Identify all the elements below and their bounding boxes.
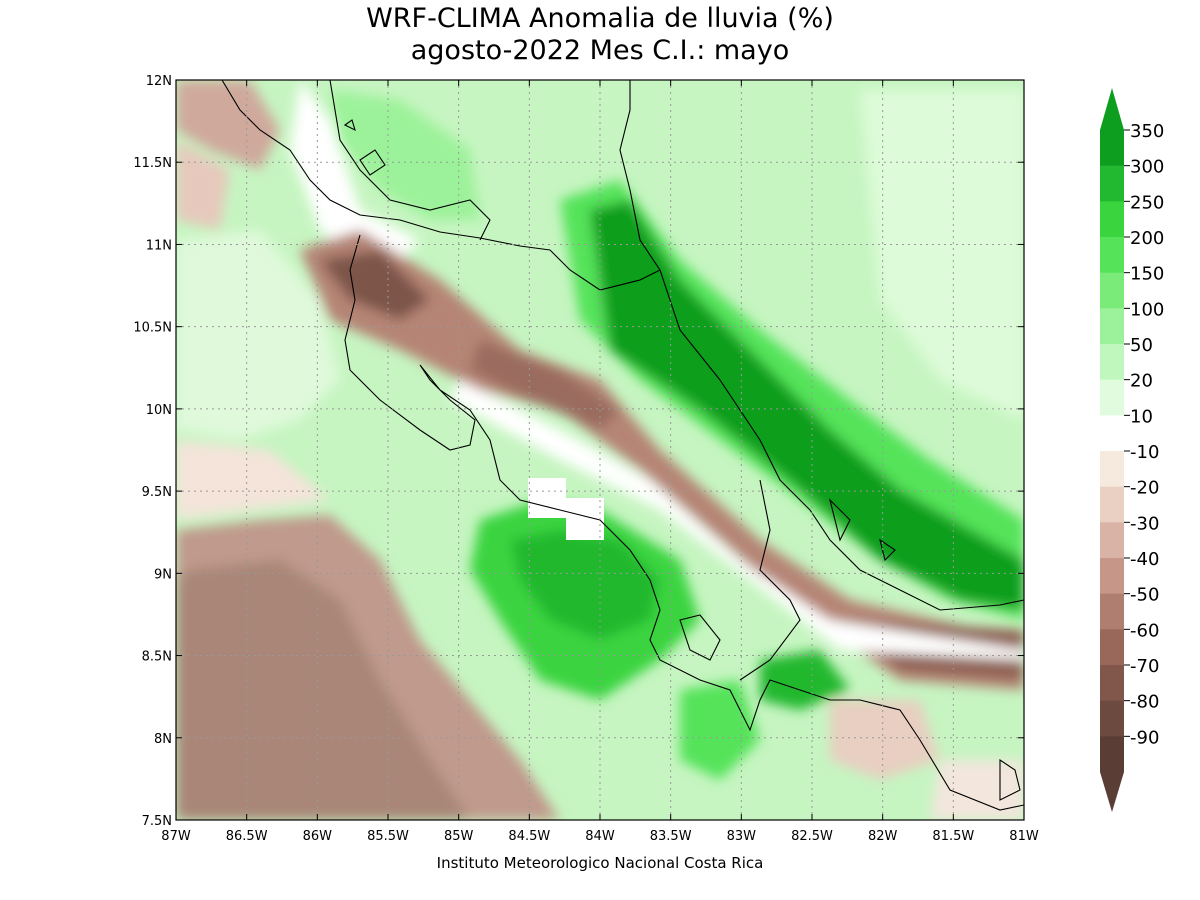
- lon-tick-label: 83W: [727, 829, 757, 844]
- legend-label: -10: [1130, 442, 1159, 463]
- legend-swatch: [1100, 593, 1124, 630]
- legend-swatch: [1100, 379, 1124, 416]
- legend-swatch: [1100, 451, 1124, 488]
- legend-swatch: [1100, 237, 1124, 274]
- lon-tick-label: 87W: [161, 829, 191, 844]
- lat-tick-label: 10N: [146, 403, 172, 418]
- lon-tick-label: 82W: [868, 829, 898, 844]
- legend-bottom-arrow: [1100, 772, 1124, 812]
- lon-tick-label: 85W: [444, 829, 474, 844]
- legend-label: -70: [1130, 656, 1159, 677]
- legend-swatch: [1100, 736, 1124, 773]
- lon-tick-label: 84.5W: [508, 829, 550, 844]
- legend-label: 300: [1130, 157, 1164, 178]
- lon-tick-label: 85.5W: [367, 829, 409, 844]
- legend-swatch: [1100, 486, 1124, 523]
- legend-label: -40: [1130, 549, 1159, 570]
- legend-label: -50: [1130, 585, 1159, 606]
- legend-label: 250: [1130, 192, 1164, 213]
- legend-top-arrow: [1100, 88, 1124, 130]
- lon-tick-label: 81.5W: [932, 829, 974, 844]
- lat-tick-label: 11N: [146, 238, 172, 253]
- axis-ticks: 87W 86.5W 86W 85.5W 85W 84.5W 84W 83.5W 83W 82.5W…: [133, 74, 1039, 844]
- legend-label: -60: [1130, 620, 1159, 641]
- legend-label: -20: [1130, 478, 1159, 499]
- lat-tick-label: 9.5N: [142, 485, 172, 500]
- legend-swatch: [1100, 629, 1124, 666]
- lat-tick-label: 10.5N: [133, 321, 172, 336]
- lon-tick-label: 84W: [585, 829, 615, 844]
- legend-swatch: [1100, 201, 1124, 238]
- legend-swatch: [1100, 415, 1124, 452]
- legend-label: 350: [1130, 121, 1164, 142]
- legend-swatch: [1100, 308, 1124, 345]
- lon-tick-label: 83.5W: [650, 829, 692, 844]
- lon-tick-label: 86W: [303, 829, 333, 844]
- legend-swatch: [1100, 344, 1124, 381]
- legend-label: 10: [1130, 406, 1153, 427]
- lat-tick-label: 9N: [154, 567, 172, 582]
- legend-label: 200: [1130, 228, 1164, 249]
- legend-label: 100: [1130, 299, 1164, 320]
- legend-swatch: [1100, 665, 1124, 702]
- lon-tick-label: 81W: [1009, 829, 1039, 844]
- lon-tick-label: 82.5W: [791, 829, 833, 844]
- legend-label: 50: [1130, 335, 1153, 356]
- legend-label: 20: [1130, 371, 1153, 392]
- lat-tick-label: 11.5N: [133, 156, 172, 171]
- coastlines: [221, 80, 1024, 811]
- legend-swatch: [1100, 130, 1124, 167]
- color-legend: 350 300 250 200 150 100 50 20 10 -10 -20 -30 -40 -50 -…: [1100, 88, 1164, 812]
- legend-swatch: [1100, 700, 1124, 737]
- anomaly-field: [176, 80, 1024, 820]
- map-footer: Instituto Meteorologico Nacional Costa R…: [436, 854, 764, 872]
- map-subtitle: agosto-2022 Mes C.I.: mayo: [410, 35, 790, 66]
- legend-label: 150: [1130, 264, 1164, 285]
- lon-tick-label: 86.5W: [226, 829, 268, 844]
- lat-tick-label: 12N: [146, 74, 172, 89]
- lat-tick-label: 8.5N: [142, 650, 172, 665]
- map-title: WRF-CLIMA Anomalia de lluvia (%): [366, 3, 834, 34]
- legend-swatch: [1100, 558, 1124, 595]
- lat-tick-label: 7.5N: [142, 814, 172, 829]
- legend-swatch: [1100, 165, 1124, 202]
- legend-swatch: [1100, 272, 1124, 309]
- legend-label: -80: [1130, 692, 1159, 713]
- legend-swatch: [1100, 522, 1124, 559]
- legend-label: -30: [1130, 513, 1159, 534]
- lat-tick-label: 8N: [154, 732, 172, 747]
- legend-label: -90: [1130, 727, 1159, 748]
